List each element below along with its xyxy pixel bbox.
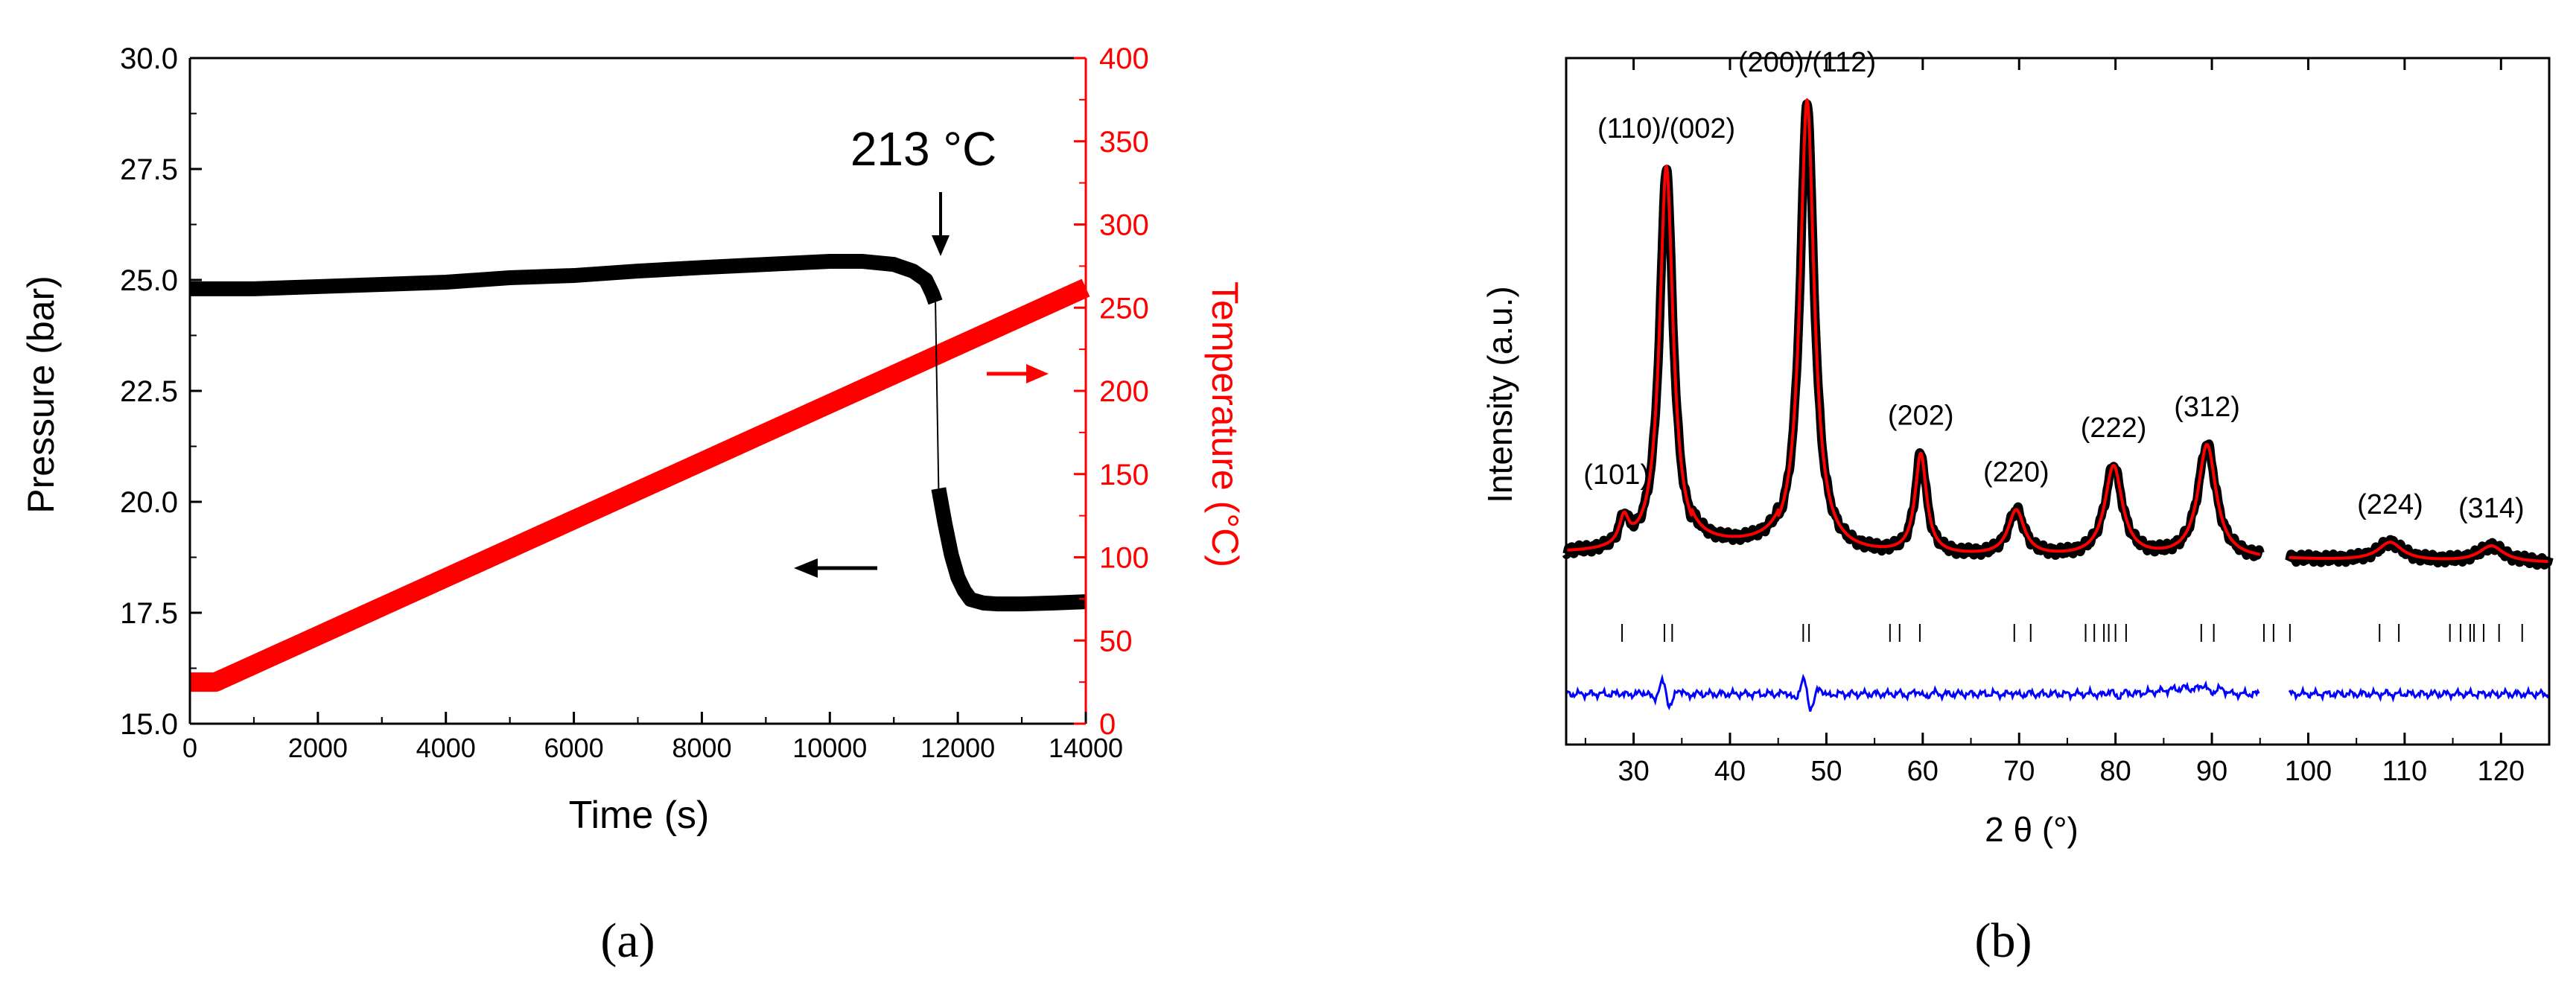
chart-b-peak-label: (224) [2357,489,2423,520]
chart-a-y-tick-label: 20.0 [120,486,178,519]
chart-b-x-tick-label: 40 [1714,756,1746,787]
chart-b-axes [1565,57,2551,746]
chart-a-y2-tick-label: 50 [1099,625,1133,657]
chart-a-annotation-arrow-icon [932,192,950,256]
chart-a-x-tick-label: 14000 [1049,733,1123,763]
chart-a-annotation-213: 213 °C [850,122,996,176]
chart-a-y2-axis-label: Temperature (°C) [1204,281,1246,567]
chart-b-peak-label: (110)/(002) [1597,113,1735,144]
chart-b-x-axis-label: 2 θ (°) [1985,810,2079,849]
chart-b-plot-area [1562,98,2554,712]
chart-b-peak-labels: (101) (110)/(002) (200)/(112) (202) (220) (22… [1583,47,2524,524]
chart-b-difference-series-high [2288,685,2549,703]
chart-b-peak-label: (202) [1888,401,1954,432]
chart-b-frame [1565,57,2551,746]
chart-a-pressure-axis-arrow-icon [794,558,877,578]
chart-b-x-tick-label: 50 [1810,756,1842,787]
chart-a-y-tick-label: 25.0 [120,264,178,297]
chart-a-y2-tick-label: 0 [1099,708,1116,741]
chart-b-peak-label: (312) [2174,392,2240,423]
chart-b-x-tick-label: 70 [2003,756,2035,787]
chart-a-y2-tick-label: 150 [1099,459,1149,491]
chart-b-ticks: 30 40 50 60 70 80 90 100 110 120 [1584,58,2550,787]
chart-b-calculated-series-high [2288,541,2551,564]
chart-a-y2-tick-label: 250 [1099,292,1149,325]
chart-b-x-tick-label: 120 [2478,756,2525,787]
chart-a-y2-tick-label: 100 [1099,542,1149,575]
chart-a-y2-tick-label: 300 [1099,209,1149,242]
chart-a-y-tick-label: 22.5 [120,375,178,408]
chart-a-temperature-series [190,278,1090,692]
chart-a-y2-tick-label: 400 [1099,42,1149,75]
chart-b-observed-series-high [2285,535,2554,570]
chart-a-y-tick-label: 30.0 [120,42,178,75]
chart-b-observed-series [1562,99,2265,561]
chart-a-y-tick-label: 27.5 [120,153,178,186]
chart-a-y-tick-label: 15.0 [120,708,178,741]
chart-a-x-tick-label: 8000 [672,733,731,763]
chart-a-x-tick-label: 12000 [920,733,995,763]
chart-b-x-tick-label: 100 [2285,756,2332,787]
chart-a-y-axis-label: Pressure (bar) [20,275,62,514]
chart-b-x-tick-label: 60 [1907,756,1939,787]
chart-b-calculated-series [1565,98,2262,556]
chart-b-peak-label: (222) [2081,412,2147,444]
chart-a-y2-tick-label: 200 [1099,375,1149,408]
chart-a-panel-label: (a) [600,914,655,968]
chart-a-pressure-series-after-drop [931,487,1087,612]
chart-a-pressure-drop [935,302,940,489]
chart-b-x-tick-label: 30 [1618,756,1649,787]
chart-a-x-axis-label: Time (s) [569,794,710,837]
chart-b-x-tick-label: 110 [2382,756,2428,787]
chart-a-plot-area [190,253,1090,692]
chart-a-y-tick-label: 17.5 [120,597,178,630]
chart-b-difference-series [1565,673,2260,712]
chart-a-ticks: 0 2000 4000 6000 8000 10000 12000 1400015.017.5… [120,42,1149,763]
chart-a-x-tick-label: 4000 [416,733,476,763]
chart-a-x-tick-label: 6000 [544,733,604,763]
chart-a-temperature-axis-arrow-icon [987,364,1049,383]
chart-b-panel-label: (b) [1975,914,2032,968]
chart-a-x-tick-label: 2000 [288,733,348,763]
chart-a: 0 2000 4000 6000 8000 10000 12000 1400015.017.5… [20,42,1246,968]
chart-a-y2-tick-label: 350 [1099,126,1149,159]
chart-a-x-tick-label: 0 [182,733,197,763]
chart-b-peak-label: (314) [2458,493,2525,524]
chart-b-x-tick-label: 90 [2196,756,2227,787]
chart-b-y-axis-label: Intensity (a.u.) [1481,286,1519,503]
chart-a-pressure-series [190,253,943,305]
chart-b-peak-label: (220) [1983,456,2049,488]
chart-b: 30 40 50 60 70 80 90 100 110 120 (101) (110)/(002)… [1481,47,2554,968]
chart-b-x-tick-label: 80 [2100,756,2131,787]
chart-b-peak-label: (200)/(112) [1738,47,1876,78]
chart-b-peak-label: (101) [1583,459,1650,491]
chart-a-x-tick-label: 10000 [792,733,867,763]
